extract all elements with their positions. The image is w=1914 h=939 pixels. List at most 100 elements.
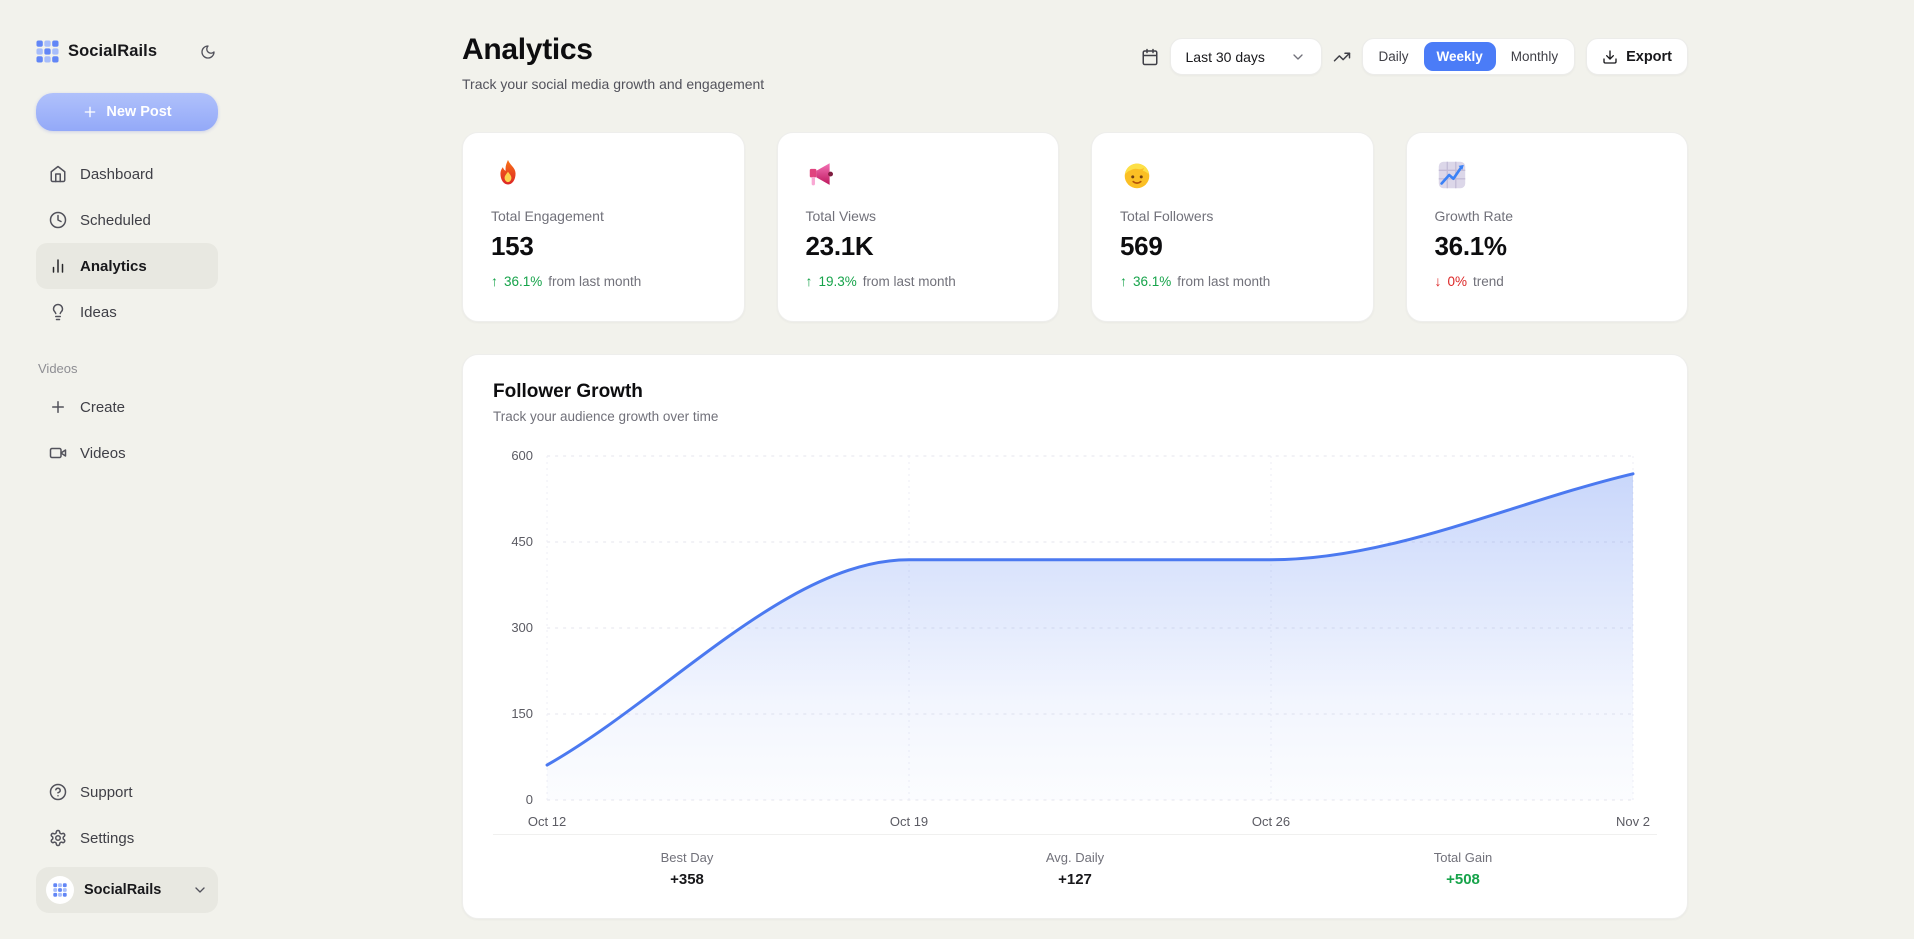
stat-label: Total Followers: [1120, 208, 1214, 224]
export-label: Export: [1626, 48, 1672, 65]
header-controls: Last 30 days Daily Weekly Monthly Export: [1141, 38, 1688, 75]
account-switcher[interactable]: SocialRails: [36, 867, 218, 913]
chart-stat-label: Avg. Daily: [1045, 850, 1105, 865]
stat-delta: ↑ 36.1% from last month: [1120, 273, 1345, 289]
new-post-label: New Post: [106, 104, 172, 120]
delta-value: 0%: [1447, 273, 1468, 289]
stat-value: 569: [1120, 231, 1163, 261]
delta-note: from last month: [548, 273, 642, 289]
chart-stat-best-day: Best Day +358: [493, 850, 881, 888]
delta-value: 19.3%: [818, 273, 857, 289]
videos-nav: Create Videos: [36, 384, 218, 476]
sidebar-item-create[interactable]: Create: [36, 384, 218, 430]
delta-note: trend: [1473, 273, 1504, 289]
account-name: SocialRails: [84, 882, 162, 898]
stat-delta: ↓ 0% trend: [1435, 273, 1660, 289]
sidebar-item-label: Dashboard: [80, 165, 154, 183]
page-title: Analytics: [462, 33, 593, 66]
view-daily-button[interactable]: Daily: [1366, 42, 1422, 71]
sidebar-item-label: Create: [80, 398, 126, 416]
video-camera-icon: [49, 444, 67, 462]
follower-growth-chart[interactable]: 0 150 300 450 600 Oct 12 Oct 19 Oct 26 Nov 2: [493, 436, 1657, 834]
sidebar-item-label: Settings: [80, 829, 135, 847]
view-monthly-button[interactable]: Monthly: [1498, 42, 1571, 71]
sidebar: SocialRails New Post Dashboard Scheduled…: [0, 0, 254, 939]
chart-stat-avg-daily: Avg. Daily +127: [881, 850, 1269, 888]
stat-value: 23.1K: [805, 231, 874, 261]
sidebar-item-label: Videos: [80, 444, 126, 462]
videos-section-label: Videos: [38, 361, 78, 376]
chevron-down-icon: [1290, 49, 1306, 65]
delta-note: from last month: [862, 273, 956, 289]
view-weekly-button[interactable]: Weekly: [1423, 42, 1496, 71]
page-subtitle: Track your social media growth and engag…: [462, 76, 765, 92]
svg-text:150: 150: [511, 706, 533, 721]
stat-value: 36.1%: [1434, 231, 1508, 261]
chart-increasing-icon: [1435, 157, 1660, 193]
theme-toggle-button[interactable]: [198, 42, 218, 62]
new-post-button[interactable]: New Post: [36, 93, 218, 131]
sidebar-footer: Support Settings SocialRails: [36, 769, 218, 913]
svg-text:0: 0: [526, 792, 533, 807]
delta-arrow-icon: ↓: [1434, 273, 1442, 289]
sidebar-item-label: Analytics: [80, 257, 147, 275]
plus-icon: [82, 104, 98, 120]
person-blond-icon: [1120, 157, 1345, 193]
delta-value: 36.1%: [1133, 273, 1172, 289]
stat-label: Total Engagement: [491, 208, 604, 224]
chart-stat-label: Best Day: [660, 850, 714, 865]
sidebar-item-label: Ideas: [80, 303, 117, 321]
svg-text:300: 300: [511, 620, 533, 635]
home-icon: [49, 165, 67, 183]
bar-chart-icon: [49, 257, 67, 275]
stat-delta: ↑ 36.1% from last month: [491, 273, 716, 289]
sidebar-item-videos[interactable]: Videos: [36, 430, 218, 476]
stat-card-total-engagement: Total Engagement 153 ↑ 36.1% from last m…: [462, 132, 745, 322]
follower-growth-card: Follower Growth Track your audience grow…: [462, 354, 1688, 919]
sidebar-item-support[interactable]: Support: [36, 769, 218, 815]
delta-arrow-icon: ↑: [1120, 273, 1127, 289]
main-content: Analytics Track your social media growth…: [254, 0, 1914, 939]
date-range-value: Last 30 days: [1185, 48, 1265, 65]
svg-text:Oct 19: Oct 19: [890, 814, 928, 829]
brand-name: SocialRails: [68, 42, 158, 60]
account-avatar: [46, 876, 74, 904]
megaphone-icon: [806, 157, 1031, 193]
page-header: Analytics Track your social media growth…: [462, 33, 1688, 92]
sidebar-item-label: Scheduled: [80, 211, 151, 229]
chart-footer-stats: Best Day +358 Avg. Daily +127 Total Gain…: [493, 834, 1657, 888]
sidebar-item-label: Support: [80, 783, 133, 801]
stat-label: Total Views: [805, 208, 877, 224]
chart-stat-value: +508: [1446, 871, 1480, 888]
calendar-icon: [1141, 48, 1159, 66]
export-button[interactable]: Export: [1586, 38, 1688, 75]
stat-card-total-views: Total Views 23.1K ↑ 19.3% from last mont…: [776, 132, 1059, 322]
stat-card-total-followers: Total Followers 569 ↑ 36.1% from last mo…: [1091, 132, 1374, 322]
stat-card-growth-rate: Growth Rate 36.1% ↓ 0% trend: [1405, 132, 1688, 322]
chart-stat-label: Total Gain: [1433, 850, 1493, 865]
moon-icon: [200, 44, 216, 60]
date-range-select[interactable]: Last 30 days: [1169, 38, 1322, 75]
download-icon: [1602, 49, 1618, 65]
chart-stat-value: +127: [1058, 871, 1092, 888]
stat-delta: ↑ 19.3% from last month: [806, 273, 1031, 289]
chart-subtitle: Track your audience growth over time: [493, 409, 719, 424]
lightbulb-icon: [49, 303, 67, 321]
gear-icon: [49, 829, 67, 847]
stat-value: 153: [491, 231, 534, 261]
primary-nav: Dashboard Scheduled Analytics Ideas: [36, 151, 218, 335]
sidebar-item-scheduled[interactable]: Scheduled: [36, 197, 218, 243]
svg-text:Oct 12: Oct 12: [528, 814, 566, 829]
sidebar-item-settings[interactable]: Settings: [36, 815, 218, 861]
sidebar-item-dashboard[interactable]: Dashboard: [36, 151, 218, 197]
sidebar-item-analytics[interactable]: Analytics: [36, 243, 218, 289]
fire-icon: [491, 157, 716, 193]
clock-icon: [49, 211, 67, 229]
delta-note: from last month: [1177, 273, 1271, 289]
stat-cards-row: Total Engagement 153 ↑ 36.1% from last m…: [462, 132, 1688, 322]
chart-title: Follower Growth: [493, 381, 643, 402]
sidebar-item-ideas[interactable]: Ideas: [36, 289, 218, 335]
svg-text:450: 450: [511, 534, 533, 549]
chart-stat-value: +358: [670, 871, 704, 888]
brand-row: SocialRails: [36, 40, 218, 63]
